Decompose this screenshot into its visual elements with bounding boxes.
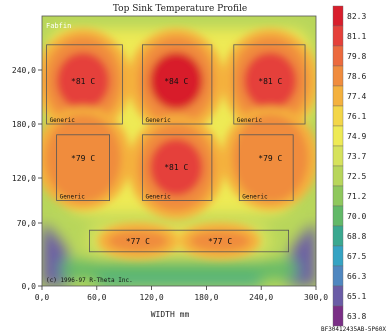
legend-value: 67.5 (347, 252, 366, 261)
legend-value: 68.8 (347, 232, 366, 241)
component-label: Generic (145, 194, 171, 201)
legend-swatch (332, 205, 344, 227)
y-tick-label: 70,0 (17, 219, 36, 228)
component-label: Generic (242, 194, 268, 201)
y-tick-label: 180,0 (12, 120, 36, 129)
legend-value: 71.2 (347, 192, 366, 201)
component-label: Generic (60, 194, 86, 201)
color-legend: 82.3 81.1 79.8 78.6 77.4 76.1 74.9 73.7 72.5 71.2… (332, 5, 366, 327)
x-axis-label: WIDTH mm (151, 310, 190, 319)
corner-label: Fabfin (46, 22, 71, 30)
component-box (89, 229, 290, 253)
legend-value: 81.1 (347, 32, 366, 41)
hotspot-label: *79 C (71, 154, 95, 163)
component-box (142, 134, 213, 201)
legend-swatch (332, 5, 344, 27)
hotspot-label: *77 C (208, 237, 232, 246)
x-tick-label: 300,0 (304, 293, 328, 302)
component-box (238, 134, 294, 201)
legend-swatch (332, 225, 344, 247)
legend-swatch (332, 185, 344, 207)
component-label: Generic (145, 117, 171, 124)
hotspot-label: *79 C (258, 154, 282, 163)
component-box (46, 44, 123, 125)
legend-value: 70.0 (347, 212, 366, 221)
legend-value: 63.8 (347, 312, 366, 321)
legend-swatch (332, 165, 344, 187)
component-label: Generic (237, 117, 263, 124)
component-label: Generic (50, 117, 76, 124)
legend-value: 65.1 (347, 292, 366, 301)
legend-swatch (332, 25, 344, 47)
legend-swatch (332, 65, 344, 87)
legend-swatch (332, 145, 344, 167)
legend-value: 73.7 (347, 152, 366, 161)
legend-swatch (332, 105, 344, 127)
legend-swatch (332, 265, 344, 287)
x-tick-label: 120,0 (140, 293, 164, 302)
x-axis: 0,0 60,0 120,0 180,0 240,0 300,0 (35, 286, 328, 302)
plot-frame (41, 15, 317, 287)
legend-value: 76.1 (347, 112, 366, 121)
legend-value: 82.3 (347, 12, 366, 21)
component-boxes: Generic Generic Generic Generic Generic Gener… (46, 44, 306, 253)
y-tick-label: 120,0 (12, 174, 36, 183)
x-tick-label: 0,0 (35, 293, 50, 302)
legend-value: 66.3 (347, 272, 366, 281)
hotspot-labels: *81 C *84 C *81 C *79 C *81 C *79 C *77 C *77 C (71, 77, 282, 246)
hotspot-label: *81 C (258, 77, 282, 86)
y-tick-label: 0,0 (22, 282, 37, 291)
hotspot-label: *84 C (164, 77, 188, 86)
hotspot-field (42, 28, 316, 259)
legend-value: 78.6 (347, 72, 366, 81)
legend-value: 77.4 (347, 92, 366, 101)
y-axis: 240,0 180,0 120,0 70,0 0,0 (12, 66, 42, 291)
footer-code: BF30412435AB-5P60X (321, 326, 386, 333)
hotspot-label: *81 C (71, 77, 95, 86)
legend-swatch (332, 285, 344, 307)
hotspot-label: *77 C (126, 237, 150, 246)
hotspot-label: *81 C (164, 163, 188, 172)
legend-swatch (332, 125, 344, 147)
y-tick-label: 240,0 (12, 66, 36, 75)
component-box (233, 44, 306, 125)
legend-swatch (332, 245, 344, 267)
component-box (56, 134, 110, 201)
x-tick-label: 60,0 (87, 293, 106, 302)
component-box (142, 44, 213, 125)
legend-value: 72.5 (347, 172, 366, 181)
copyright-footer: (c) 1996-97 R-Theta Inc. (46, 277, 133, 284)
legend-value: 74.9 (347, 132, 366, 141)
chart-title: Top Sink Temperature Profile (113, 4, 247, 14)
plot-area (42, 16, 316, 286)
legend-value: 79.8 (347, 52, 366, 61)
x-tick-label: 180,0 (194, 293, 218, 302)
legend-swatch (332, 85, 344, 107)
x-tick-label: 240,0 (249, 293, 273, 302)
legend-swatch (332, 305, 344, 327)
legend-swatch (332, 45, 344, 67)
